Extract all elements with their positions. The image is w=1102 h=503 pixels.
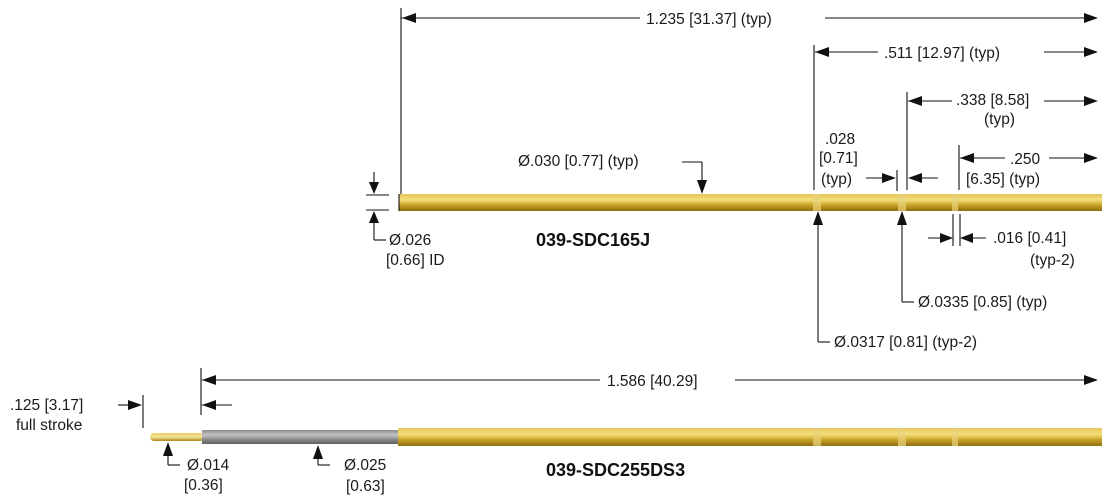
arrowhead-up (369, 211, 379, 223)
dim-dia0335-label: Ø.0335 [0.85] (typ) (918, 294, 1047, 311)
dim-dia030-label: Ø.030 [0.77] (typ) (518, 153, 639, 170)
top-crimp-2 (898, 194, 906, 211)
dim-016-label-2: (typ-2) (1030, 252, 1075, 269)
top-tube (399, 194, 1102, 211)
arrowhead-left (402, 13, 416, 23)
dim-dia026-label-1: Ø.026 (389, 232, 431, 249)
arrowhead-up (163, 442, 173, 456)
dim-028-label-3: (typ) (821, 171, 852, 188)
bottom-plunger-tip (150, 433, 204, 441)
dim-250-label-1: .250 (1010, 151, 1041, 168)
dim-028-label-2: [0.71] (819, 150, 858, 167)
part-bottom-name: 039-SDC255DS3 (546, 460, 685, 480)
dim-dia026-label-2: [0.66] ID (386, 252, 445, 269)
arrowhead-left (960, 153, 974, 163)
dim-dia025-label-2: [0.63] (346, 478, 385, 495)
arrowhead-left (908, 173, 922, 183)
dim-511-label: .511 [12.97] (typ) (884, 45, 1000, 62)
part-top: 1.235 [31.37] (typ) .511 [12.97] (typ) .… (366, 8, 1102, 351)
arrowhead-left (960, 233, 973, 243)
dim-dia025-label-1: Ø.025 (344, 457, 386, 474)
arrowhead-left (815, 47, 829, 57)
arrowhead-right (1084, 47, 1098, 57)
top-crimp-1 (813, 194, 821, 211)
arrowhead-up (313, 445, 323, 459)
bottom-crimp-3 (952, 428, 958, 446)
dim-338-label-1: .338 [8.58] (956, 92, 1029, 109)
arrowhead-right (940, 233, 953, 243)
arrowhead-down (369, 182, 379, 194)
dim-overall-top-label: 1.235 [31.37] (typ) (646, 11, 772, 28)
dim-028-label-1: .028 (825, 131, 855, 148)
bottom-tube (398, 428, 1102, 446)
arrowhead-right (1084, 375, 1098, 385)
dim-dia014-label-1: Ø.014 (187, 457, 230, 474)
bottom-crimp-2 (898, 428, 906, 446)
dim-stroke-label-1: .125 [3.17] (10, 397, 83, 414)
dim-overall-bottom-label: 1.586 [40.29] (607, 373, 698, 390)
dim-338-label-2: (typ) (984, 111, 1015, 128)
arrowhead-right (1084, 96, 1098, 106)
dim-dia0317-label: Ø.0317 [0.81] (typ-2) (834, 334, 977, 351)
bottom-crimp-1 (813, 428, 821, 446)
part-bottom: 1.586 [40.29] .125 [3.17] full stroke Ø.… (10, 368, 1102, 495)
arrowhead-right (128, 400, 142, 410)
bottom-barrel (202, 430, 400, 444)
top-crimp-3 (952, 194, 958, 211)
arrowhead-right (1084, 13, 1098, 23)
arrowhead-right (882, 173, 896, 183)
dim-250-label-2: [6.35] (typ) (966, 171, 1040, 188)
dim-stroke-label-2: full stroke (16, 417, 82, 434)
arrowhead-left (908, 96, 922, 106)
arrowhead-up (897, 211, 907, 225)
dim-dia014-label-2: [0.36] (184, 477, 223, 494)
arrowhead-down (697, 180, 707, 194)
arrowhead-up (813, 211, 823, 225)
arrowhead-left (202, 400, 216, 410)
part-top-name: 039-SDC165J (536, 230, 650, 250)
dim-016-label-1: .016 [0.41] (993, 230, 1066, 247)
arrowhead-right (1084, 153, 1098, 163)
arrowhead-left (202, 375, 216, 385)
